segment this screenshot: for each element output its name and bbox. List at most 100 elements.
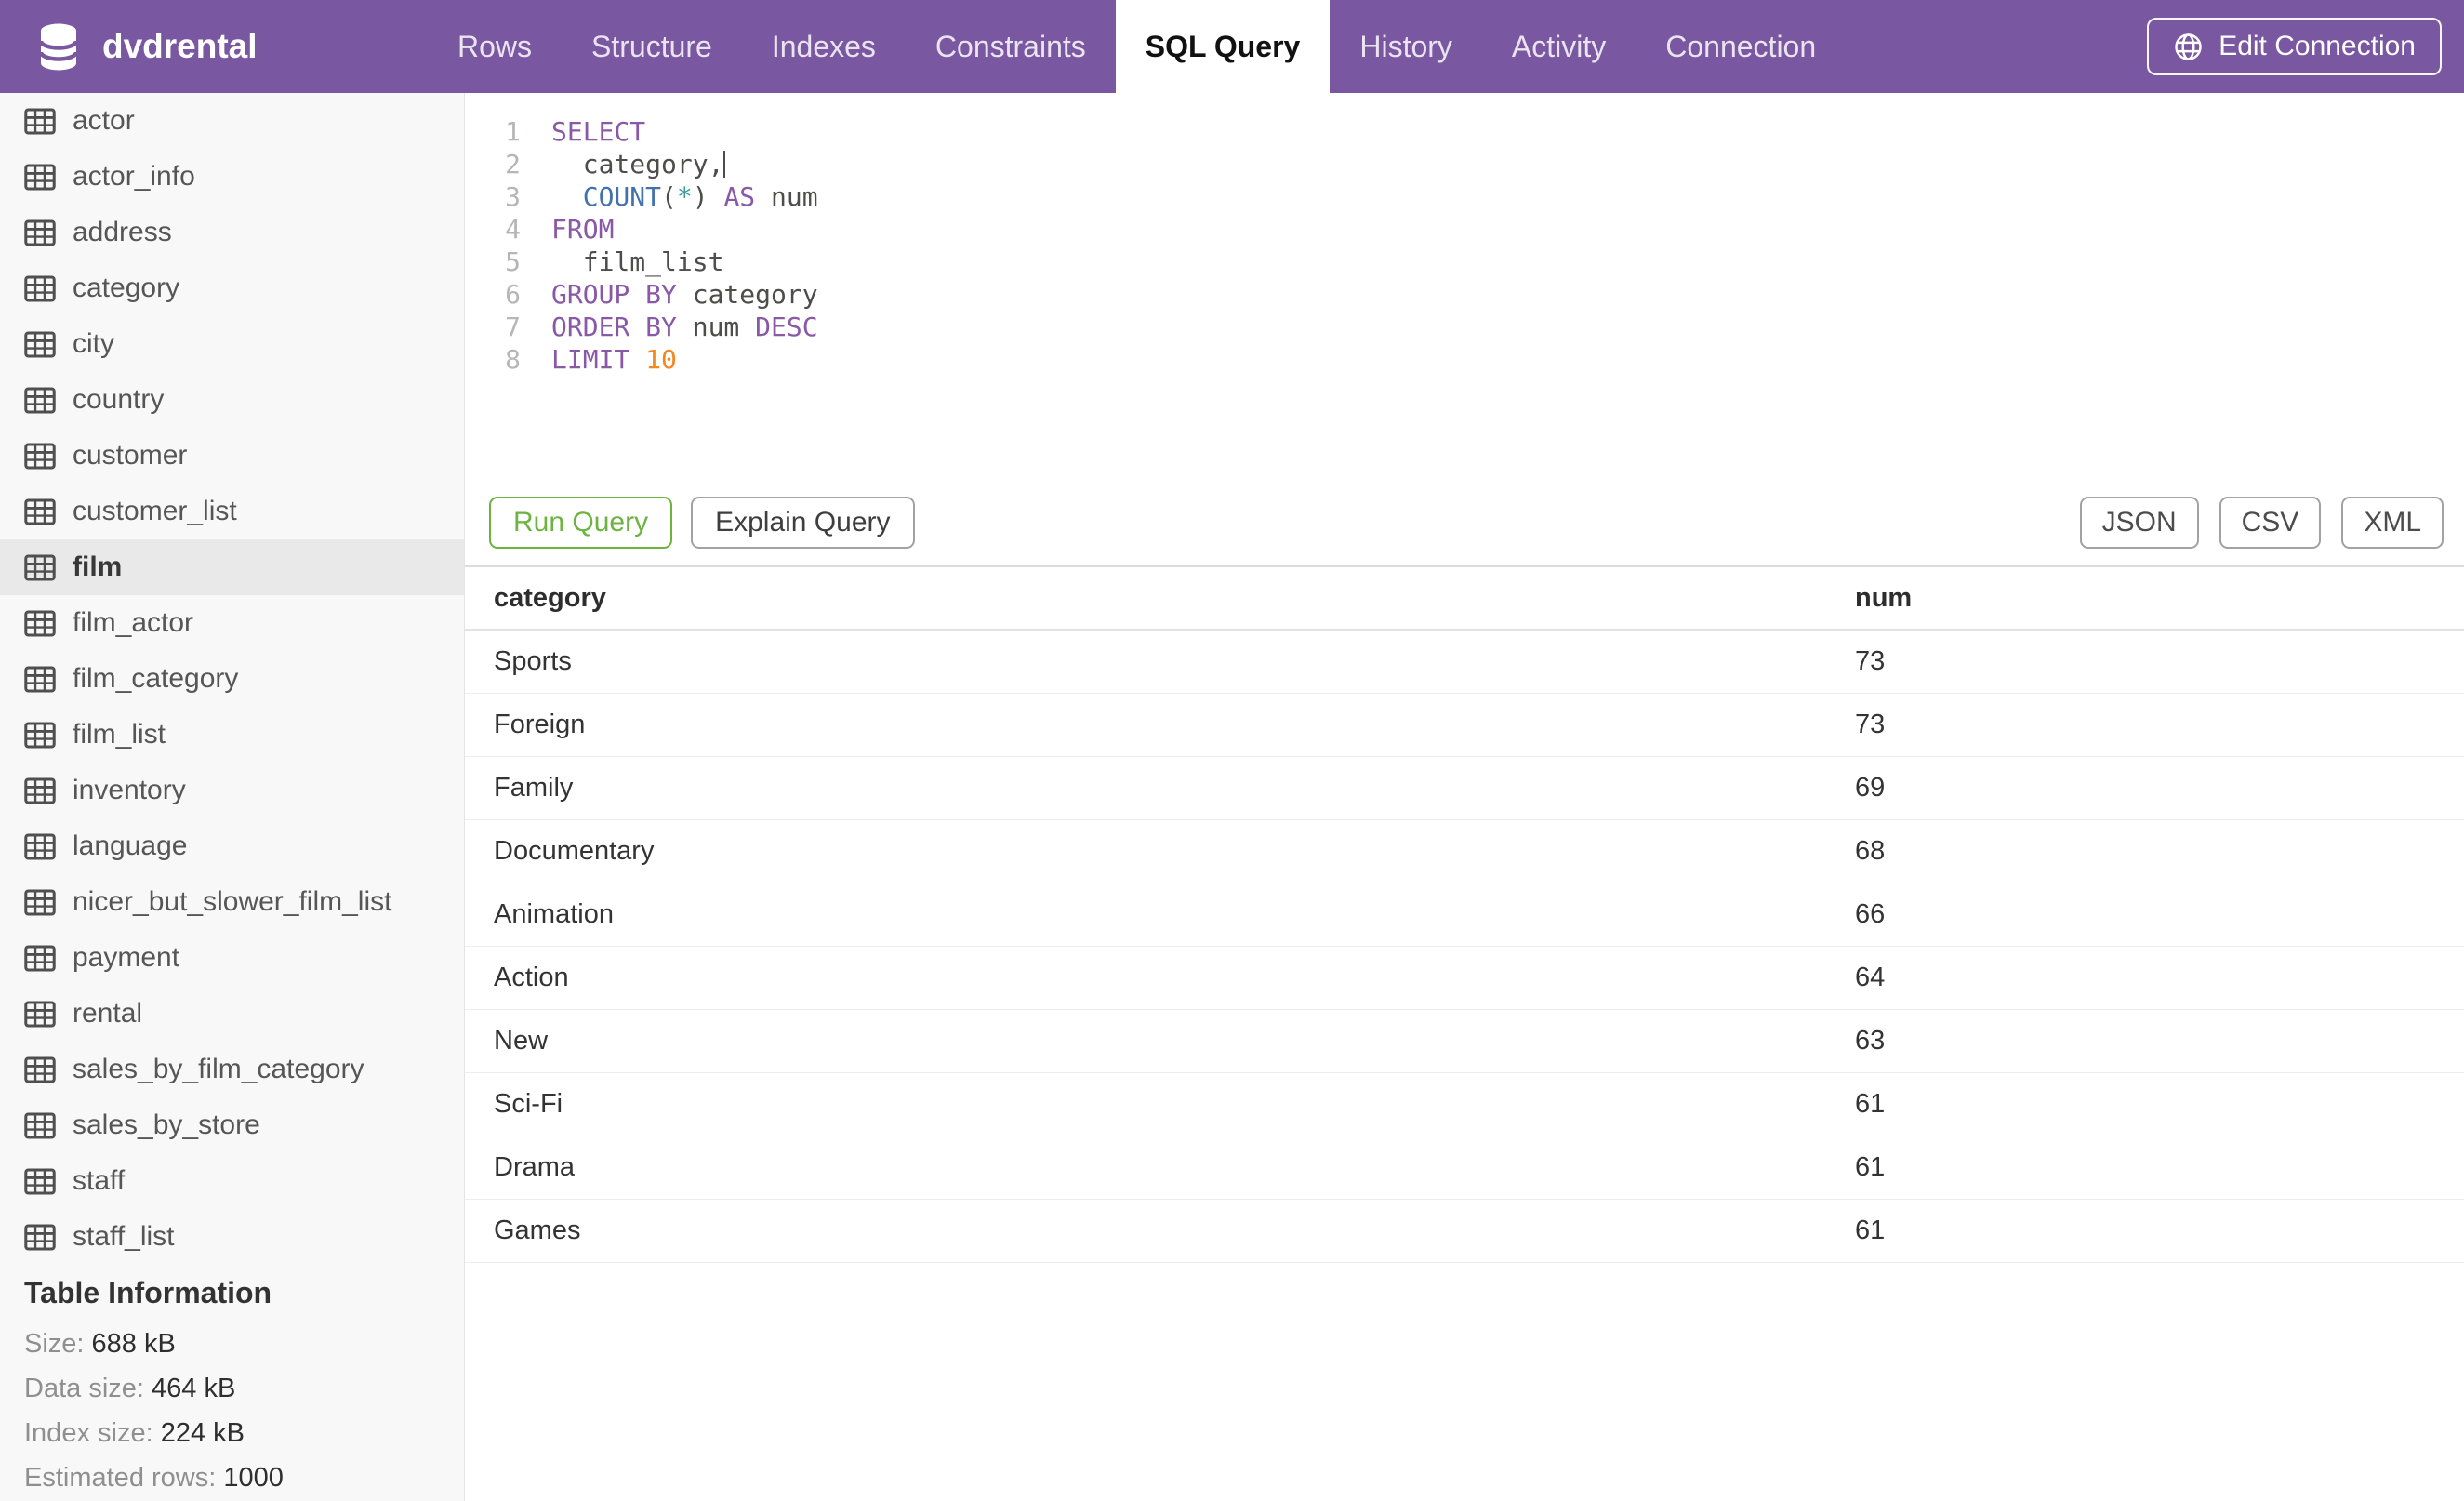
sidebar-item-rental[interactable]: rental xyxy=(0,986,464,1042)
table-index-size: Index size: 224 kB xyxy=(24,1418,245,1448)
sidebar-item-film-actor[interactable]: film_actor xyxy=(0,595,464,651)
table-name: film_category xyxy=(73,663,239,694)
sidebar-item-staff-list[interactable]: staff_list xyxy=(0,1209,464,1265)
cell-category: Sci-Fi xyxy=(494,1089,563,1119)
line-number: 6 xyxy=(505,279,521,310)
tab-constraints[interactable]: Constraints xyxy=(934,29,1086,63)
table-row[interactable]: Sci-Fi 61 xyxy=(465,1073,2464,1136)
sql-keyword: GROUP BY xyxy=(551,279,677,310)
cell-category: Documentary xyxy=(494,836,655,866)
text-cursor xyxy=(723,151,726,178)
table-name: rental xyxy=(73,998,143,1029)
export-json-button[interactable]: JSON xyxy=(2079,497,2199,549)
edit-connection-button[interactable]: Edit Connection xyxy=(2147,18,2442,75)
sql-keyword: LIMIT xyxy=(551,344,630,375)
table-icon xyxy=(24,1223,56,1252)
cell-num: 61 xyxy=(1855,1152,1886,1182)
sidebar-item-nicer-but-slower-film-list[interactable]: nicer_but_slower_film_list xyxy=(0,874,464,930)
sidebar-item-country[interactable]: country xyxy=(0,372,464,428)
table-icon xyxy=(24,665,56,694)
explain-query-button[interactable]: Explain Query xyxy=(691,497,915,549)
cell-category: Foreign xyxy=(494,710,586,739)
cell-category: Animation xyxy=(494,899,614,929)
table-row[interactable]: Foreign 73 xyxy=(465,694,2464,757)
sql-editor[interactable]: 1 SELECT 2 category, 3 COUNT(*) AS num 4… xyxy=(465,93,2464,376)
sql-keyword: DESC xyxy=(755,312,818,342)
table-row[interactable]: Documentary 68 xyxy=(465,820,2464,883)
table-data-size: Data size: 464 kB xyxy=(24,1374,236,1403)
tab-indexes[interactable]: Indexes xyxy=(771,29,876,63)
sql-number: 10 xyxy=(645,344,677,375)
table-name: staff_list xyxy=(73,1221,175,1252)
line-number: 5 xyxy=(505,246,521,277)
sidebar-item-sales-by-store[interactable]: sales_by_store xyxy=(0,1097,464,1153)
globe-icon xyxy=(2173,32,2204,62)
sidebar-item-actor[interactable]: actor xyxy=(0,93,464,149)
run-query-button[interactable]: Run Query xyxy=(489,497,673,549)
results-table: category num Sports 73 Foreign 73 Family… xyxy=(465,567,2464,1263)
sql-text: ) xyxy=(692,181,724,212)
database-title: dvdrental xyxy=(102,27,258,65)
cell-category: New xyxy=(494,1026,549,1056)
table-estimated-rows: Estimated rows: 1000 xyxy=(24,1463,284,1493)
main-layout: actor actor_info address category city c… xyxy=(0,93,2464,1501)
table-name: film_list xyxy=(73,719,166,750)
sql-text: category xyxy=(676,279,818,310)
sidebar-item-customer[interactable]: customer xyxy=(0,428,464,484)
sidebar-item-film-list[interactable]: film_list xyxy=(0,707,464,763)
tab-sql-query[interactable]: SQL Query xyxy=(1115,0,1331,93)
tab-connection[interactable]: Connection xyxy=(1665,29,1817,63)
table-size: Size: 688 kB xyxy=(24,1329,176,1359)
sidebar-item-film-category[interactable]: film_category xyxy=(0,651,464,707)
table-name: customer xyxy=(73,440,188,471)
line-number: 8 xyxy=(505,344,521,375)
line-number: 3 xyxy=(505,181,521,212)
table-name: film_actor xyxy=(73,607,194,638)
tab-history[interactable]: History xyxy=(1359,29,1452,63)
table-row[interactable]: Animation 66 xyxy=(465,883,2464,947)
tab-structure[interactable]: Structure xyxy=(591,29,712,63)
code-line: 5 film_list xyxy=(465,246,2464,278)
table-icon xyxy=(24,1056,56,1084)
sidebar-item-staff[interactable]: staff xyxy=(0,1153,464,1209)
cell-category: Sports xyxy=(494,646,572,676)
table-icon xyxy=(24,274,56,303)
table-row[interactable]: Sports 73 xyxy=(465,631,2464,694)
sidebar-item-payment[interactable]: payment xyxy=(0,930,464,986)
cell-num: 64 xyxy=(1855,963,1886,992)
sidebar-item-sales-by-film-category[interactable]: sales_by_film_category xyxy=(0,1042,464,1097)
cell-category: Action xyxy=(494,963,569,992)
table-row[interactable]: Games 61 xyxy=(465,1200,2464,1263)
cell-num: 63 xyxy=(1855,1026,1886,1056)
sidebar-item-film[interactable]: film xyxy=(0,539,464,595)
sidebar-item-inventory[interactable]: inventory xyxy=(0,763,464,818)
export-csv-button[interactable]: CSV xyxy=(2219,497,2322,549)
sidebar-item-category[interactable]: category xyxy=(0,260,464,316)
export-xml-button[interactable]: XML xyxy=(2341,497,2444,549)
sidebar-item-actor-info[interactable]: actor_info xyxy=(0,149,464,205)
table-row[interactable]: Drama 61 xyxy=(465,1136,2464,1200)
cell-num: 61 xyxy=(1855,1089,1886,1119)
code-line: 1 SELECT xyxy=(465,115,2464,148)
sidebar-item-customer-list[interactable]: customer_list xyxy=(0,484,464,539)
table-row[interactable]: New 63 xyxy=(465,1010,2464,1073)
table-icon xyxy=(24,498,56,526)
sidebar-item-address[interactable]: address xyxy=(0,205,464,260)
sidebar-item-language[interactable]: language xyxy=(0,818,464,874)
table-icon xyxy=(24,888,56,917)
table-icon xyxy=(24,1000,56,1029)
tab-activity[interactable]: Activity xyxy=(1511,29,1607,63)
table-name: customer_list xyxy=(73,496,237,526)
tab-rows[interactable]: Rows xyxy=(457,29,533,63)
cell-category: Drama xyxy=(494,1152,576,1182)
sql-keyword: ORDER BY xyxy=(551,312,677,342)
cell-num: 69 xyxy=(1855,773,1886,803)
table-icon xyxy=(24,330,56,359)
cell-num: 68 xyxy=(1855,836,1886,866)
table-row[interactable]: Family 69 xyxy=(465,757,2464,820)
sql-keyword: AS xyxy=(723,181,756,212)
sidebar-item-city[interactable]: city xyxy=(0,316,464,372)
table-row[interactable]: Action 64 xyxy=(465,947,2464,1010)
table-name: country xyxy=(73,384,165,415)
table-icon xyxy=(24,832,56,861)
